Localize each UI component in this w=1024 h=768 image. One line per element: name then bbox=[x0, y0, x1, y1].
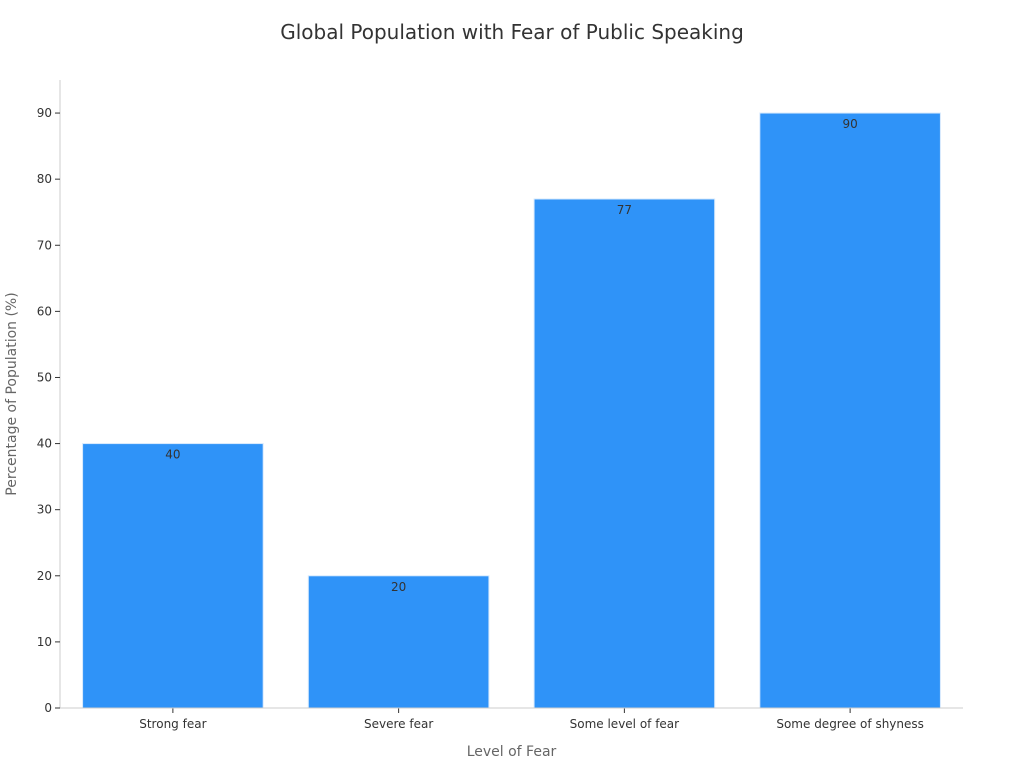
data-label-2: 77 bbox=[617, 203, 632, 217]
y-tick-label-6: 60 bbox=[37, 304, 52, 318]
bar-3 bbox=[759, 112, 941, 709]
y-tick-label-9: 90 bbox=[37, 106, 52, 120]
y-tick-label-5: 50 bbox=[37, 370, 52, 384]
data-label-1: 20 bbox=[391, 580, 406, 594]
x-axis-title: Level of Fear bbox=[467, 744, 557, 760]
bar-0 bbox=[82, 443, 264, 709]
data-label-0: 40 bbox=[165, 448, 180, 462]
bar-2 bbox=[533, 198, 716, 709]
chart-title: Global Population with Fear of Public Sp… bbox=[280, 20, 744, 44]
y-axis-title: Percentage of Population (%) bbox=[4, 292, 20, 495]
x-tick-label-3: Some degree of shyness bbox=[776, 717, 924, 731]
x-tick-label-1: Severe fear bbox=[364, 717, 433, 731]
y-tick-label-1: 10 bbox=[37, 635, 52, 649]
axes-layer: Strong fear Severe fear Some level of fear… bbox=[37, 80, 963, 731]
bar-1 bbox=[307, 575, 490, 709]
y-tick-label-0: 0 bbox=[44, 701, 52, 715]
y-tick-label-2: 20 bbox=[37, 569, 52, 583]
bars-layer: 40 20 77 90 bbox=[82, 112, 941, 709]
y-tick-label-3: 30 bbox=[37, 503, 52, 517]
data-label-3: 90 bbox=[842, 117, 857, 131]
y-tick-label-8: 80 bbox=[37, 172, 52, 186]
y-tick-label-4: 40 bbox=[37, 437, 52, 451]
x-tick-label-2: Some level of fear bbox=[570, 717, 680, 731]
y-tick-label-7: 70 bbox=[37, 238, 52, 252]
x-tick-label-0: Strong fear bbox=[139, 717, 206, 731]
